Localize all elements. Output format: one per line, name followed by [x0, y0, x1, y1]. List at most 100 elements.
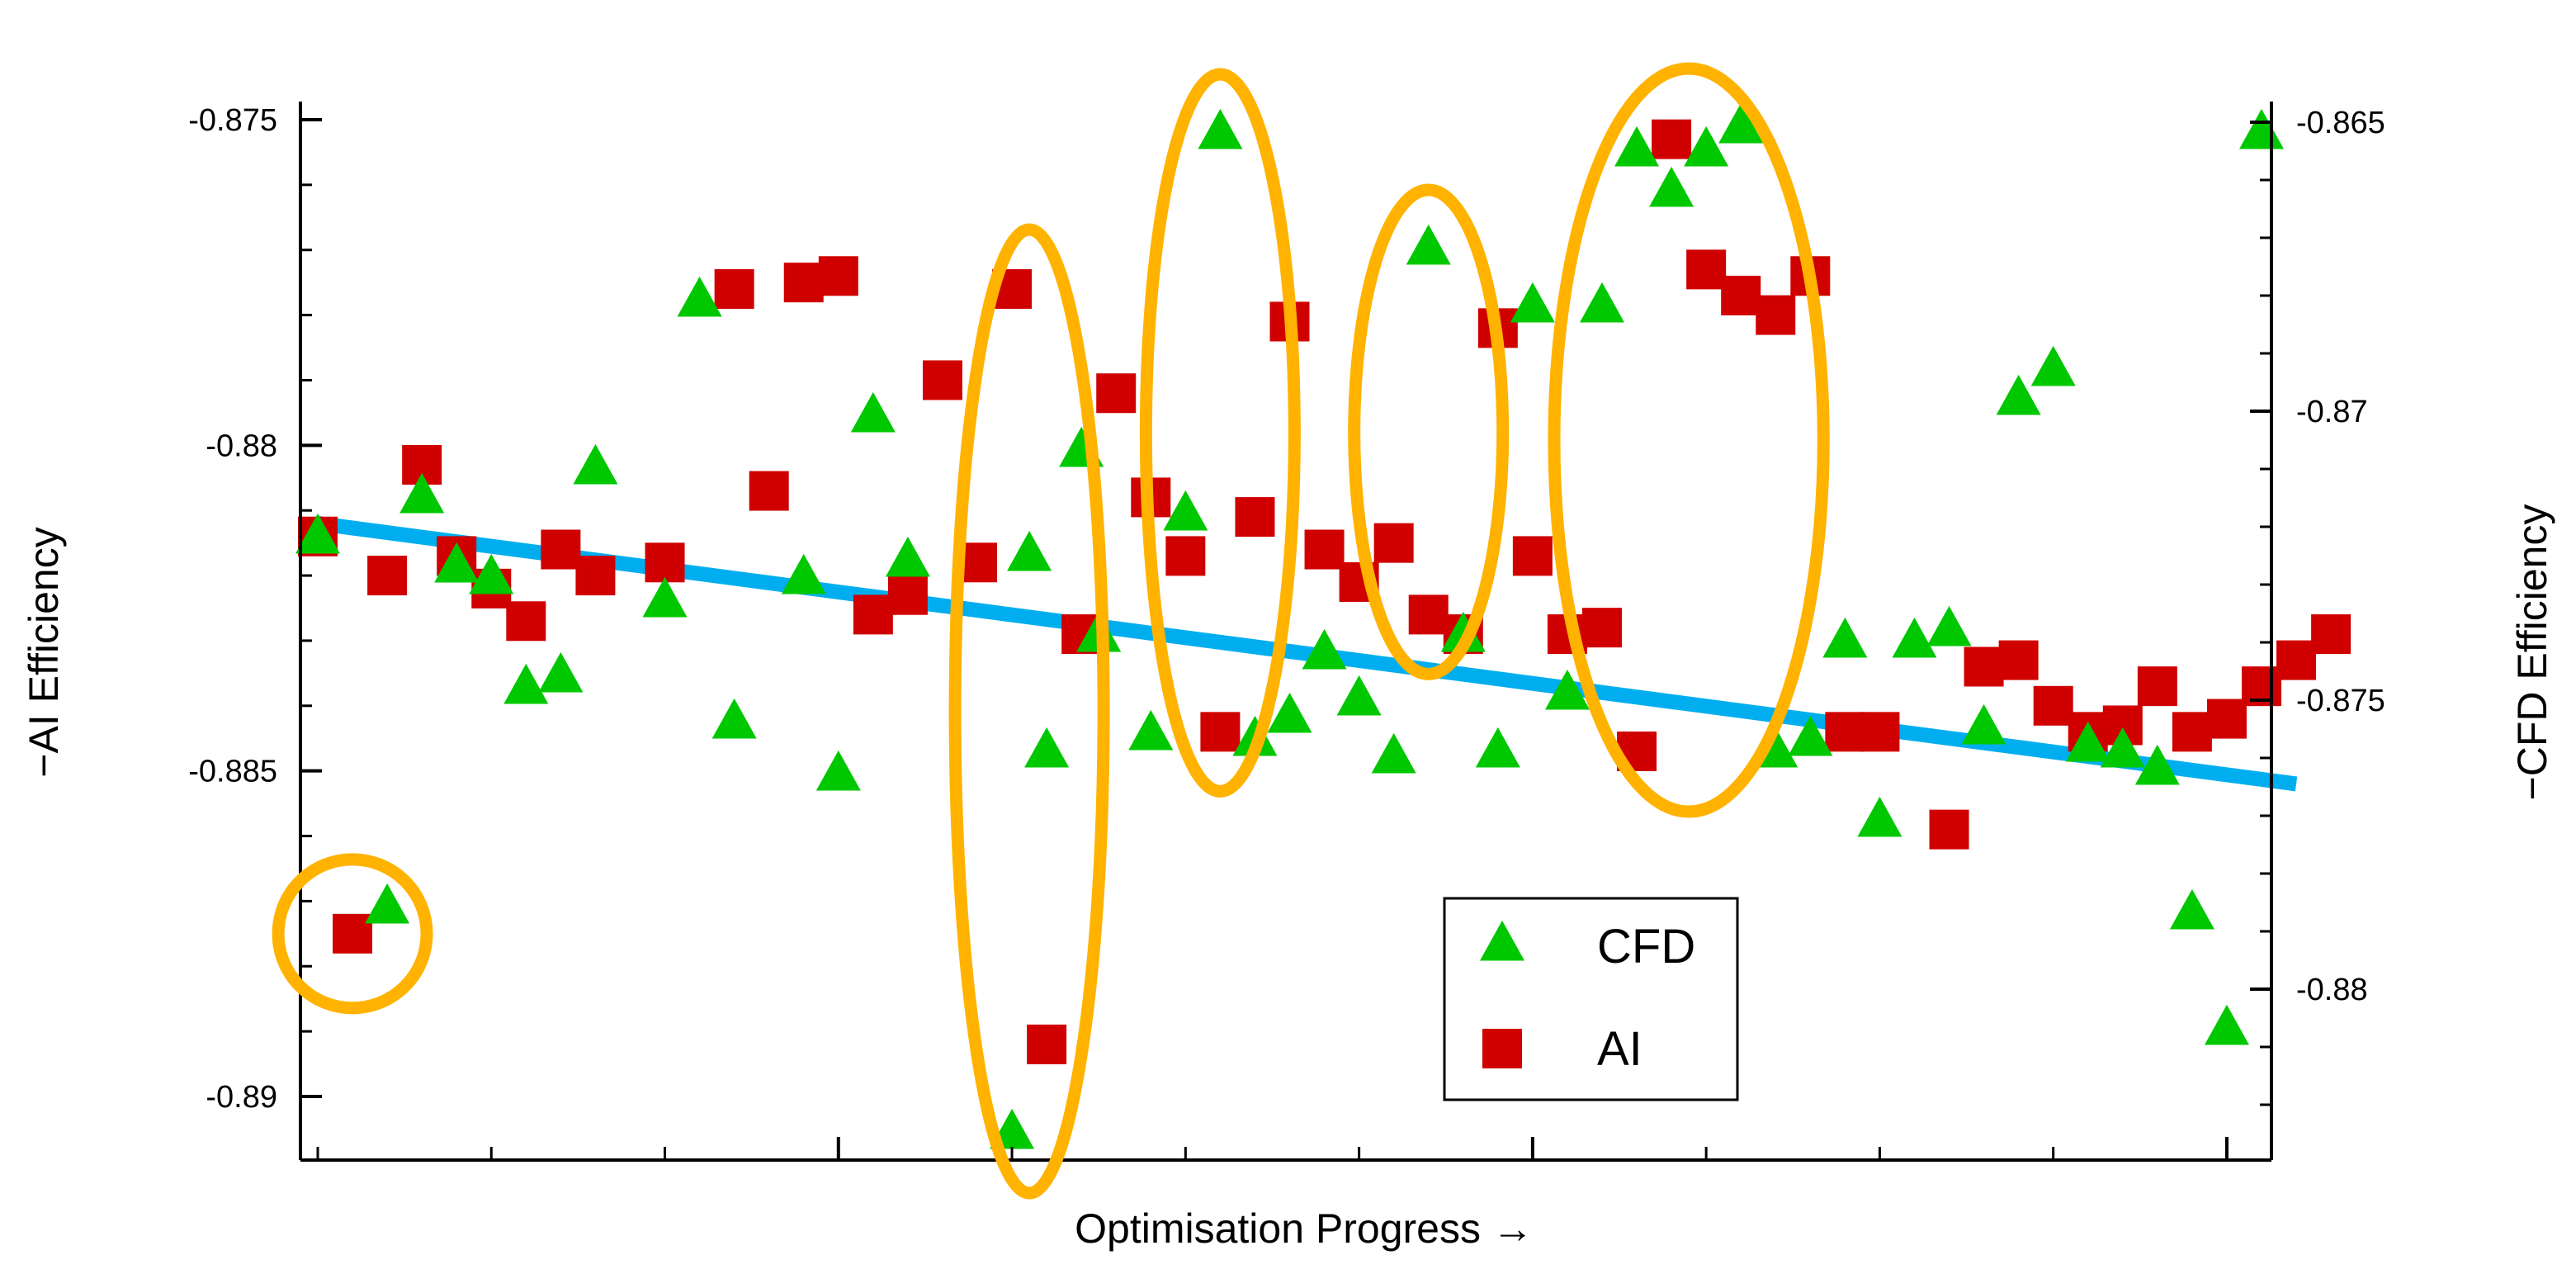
left-tick-label-3: -0.89 — [206, 1080, 277, 1115]
cfd-point-0 — [295, 513, 340, 554]
ai-point-12 — [783, 263, 824, 303]
cfd-point-35 — [1649, 166, 1694, 207]
ai-point-29 — [1373, 523, 1414, 563]
ai-point-54 — [2276, 640, 2317, 680]
left-tick-label-0: -0.875 — [188, 103, 277, 138]
ai-point-40 — [1756, 295, 1796, 335]
ai-point-37 — [1652, 119, 1692, 159]
cfd-point-10 — [711, 698, 757, 739]
ai-point-35 — [1581, 608, 1622, 648]
cfd-point-21 — [1163, 490, 1208, 531]
ai-point-55 — [2311, 614, 2351, 655]
cfd-point-1 — [365, 883, 410, 924]
ai-point-50 — [2137, 666, 2177, 707]
right-tick-label-0: -0.865 — [2296, 106, 2385, 140]
ai-point-42 — [1825, 712, 1865, 752]
cfd-point-27 — [1371, 732, 1416, 774]
cfd-point-28 — [1406, 224, 1451, 265]
highlight-ellipse-3 — [1348, 183, 1510, 680]
ai-point-24 — [1200, 712, 1241, 752]
ai-point-51 — [2172, 712, 2212, 752]
ai-point-45 — [1964, 646, 2004, 687]
cfd-point-25 — [1302, 628, 1347, 670]
ai-point-39 — [1721, 275, 1761, 315]
cfd-point-45 — [1996, 374, 2041, 415]
cfd-point-7 — [573, 443, 618, 485]
cfd-point-8 — [642, 576, 688, 618]
cfd-point-42 — [1892, 617, 1937, 658]
cfd-point-44 — [1961, 703, 2006, 745]
ai-point-43 — [1860, 712, 1900, 752]
cfd-point-43 — [1926, 605, 1972, 646]
cfd-point-29 — [1440, 611, 1486, 652]
right-tick-label-3: -0.88 — [2296, 973, 2368, 1007]
ai-point-2 — [367, 556, 408, 596]
points-layer — [295, 102, 2351, 1149]
ai-point-13 — [818, 256, 858, 296]
ai-point-23 — [1165, 536, 1206, 576]
cfd-point-22 — [1198, 108, 1243, 149]
right-tick-label-1: -0.87 — [2296, 395, 2368, 429]
ai-point-46 — [1998, 640, 2039, 680]
legend-ai-label: AI — [1597, 1022, 1642, 1076]
legend-cfd-triangle — [1480, 920, 1524, 961]
highlight-ellipse-2 — [1139, 68, 1301, 798]
cfd-point-26 — [1336, 675, 1382, 716]
ai-point-8 — [575, 556, 616, 596]
ai-point-38 — [1686, 249, 1727, 290]
cfd-point-30 — [1475, 727, 1520, 768]
cfd-point-24 — [1267, 692, 1312, 733]
cfd-point-50 — [2169, 888, 2214, 930]
ai-point-16 — [922, 360, 962, 400]
cfd-point-39 — [1788, 715, 1833, 756]
cfd-point-33 — [1579, 282, 1624, 323]
right-tick-label-2: -0.875 — [2296, 684, 2385, 718]
ai-point-1 — [333, 913, 373, 954]
left-tick-label-2: -0.885 — [188, 755, 277, 789]
cfd-point-17 — [1024, 727, 1070, 768]
cfd-point-31 — [1510, 282, 1555, 323]
ai-point-7 — [541, 529, 581, 570]
ai-point-6 — [506, 601, 546, 642]
cfd-point-32 — [1544, 669, 1590, 710]
y-axis-title-right: −CFD Efficiency — [2509, 504, 2555, 801]
cfd-point-9 — [677, 276, 722, 317]
cfd-point-20 — [1128, 709, 1174, 751]
highlight-ellipse-4 — [1548, 62, 1830, 818]
ai-point-21 — [1096, 373, 1137, 414]
x-axis-title: Optimisation Progress → — [1075, 1205, 1534, 1252]
legend-cfd-marker — [1480, 920, 1524, 961]
ai-point-9 — [645, 542, 685, 583]
cfd-point-4 — [469, 553, 514, 594]
cfd-point-16 — [1007, 530, 1052, 571]
ai-point-19 — [1027, 1024, 1067, 1064]
cfd-point-5 — [503, 663, 549, 704]
cfd-point-3 — [434, 542, 480, 583]
cfd-point-2 — [399, 472, 445, 514]
cfd-point-12 — [815, 750, 861, 791]
cfd-point-40 — [1822, 617, 1868, 658]
axes-layer: -0.875 -0.88 -0.885 -0.89 -0.865 -0.87 -0.875 -… — [188, 102, 2385, 1162]
ai-point-15 — [887, 575, 928, 615]
cfd-point-14 — [885, 536, 930, 577]
ai-point-47 — [2033, 685, 2073, 726]
cfd-point-47 — [2065, 721, 2110, 762]
highlight-ellipse-0 — [272, 853, 433, 1015]
left-tick-label-1: -0.88 — [206, 429, 277, 463]
cfd-point-37 — [1718, 102, 1764, 144]
cfd-point-48 — [2100, 727, 2145, 768]
cfd-point-36 — [1684, 126, 1729, 167]
ai-point-11 — [749, 471, 789, 511]
ai-point-52 — [2206, 699, 2247, 739]
cfd-point-46 — [2030, 345, 2076, 386]
cfd-point-34 — [1614, 126, 1660, 167]
legend-cfd-label: CFD — [1597, 920, 1695, 973]
highlight-ellipse-1 — [948, 223, 1110, 1200]
ai-point-25 — [1235, 497, 1275, 538]
cfd-point-49 — [2134, 744, 2180, 785]
ai-point-27 — [1304, 529, 1345, 570]
cfd-point-11 — [781, 553, 826, 594]
cfd-point-13 — [850, 391, 896, 433]
